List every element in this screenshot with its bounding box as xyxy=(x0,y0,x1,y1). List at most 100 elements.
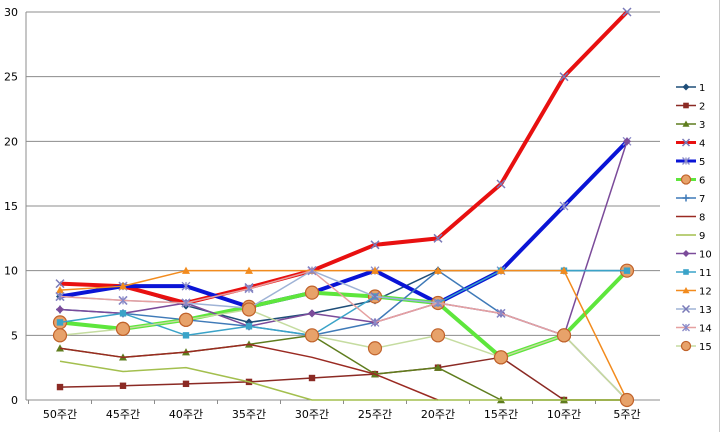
series-line-14 xyxy=(59,269,628,401)
legend-item-3: 3 xyxy=(676,120,705,131)
data-point-3 xyxy=(56,344,64,352)
legend-label: 9 xyxy=(699,231,705,242)
data-point-12 xyxy=(119,282,127,290)
legend-item-1: 1 xyxy=(676,83,705,94)
x-tick-label: 50주간 xyxy=(43,408,77,421)
data-point-14 xyxy=(307,266,317,276)
legend-label: 5 xyxy=(699,157,705,168)
x-tick-label: 40주간 xyxy=(169,408,203,421)
series-lines xyxy=(52,7,635,408)
legend-label: 10 xyxy=(699,250,712,261)
data-point-10 xyxy=(308,309,316,318)
legend-item-12: 12 xyxy=(676,287,712,298)
x-tick-label: 45주간 xyxy=(106,408,140,421)
x-tick-label: 20주간 xyxy=(421,408,455,421)
series-8 xyxy=(59,343,439,401)
data-point-2 xyxy=(308,374,316,382)
data-point-11 xyxy=(623,267,631,274)
legend-item-13: 13 xyxy=(676,304,712,316)
x-tick-label: 15주간 xyxy=(484,408,518,421)
legend-marker xyxy=(683,269,689,275)
data-point-11 xyxy=(119,310,127,317)
y-tick-label: 0 xyxy=(11,394,18,407)
legend-marker xyxy=(682,83,690,91)
data-point-11 xyxy=(182,332,190,339)
data-point-4 xyxy=(496,179,506,189)
series-line-4 xyxy=(59,10,629,305)
data-point-2 xyxy=(182,380,190,388)
legend-marker xyxy=(683,102,689,109)
y-tick-label: 30 xyxy=(4,6,18,19)
legend-marker xyxy=(682,287,690,294)
data-point-15 xyxy=(619,392,635,408)
x-tick-label: 5주간 xyxy=(613,408,640,421)
data-point-15 xyxy=(493,350,509,365)
x-tick-label: 30주간 xyxy=(295,408,329,421)
y-tick-label: 5 xyxy=(11,329,18,342)
data-point-6 xyxy=(304,285,320,300)
data-point-15 xyxy=(556,328,572,343)
series-line-9 xyxy=(59,360,627,401)
legend-marker xyxy=(681,304,691,314)
series-9 xyxy=(59,360,627,401)
y-tick-label: 25 xyxy=(4,71,18,84)
legend-item-11: 11 xyxy=(676,268,712,279)
series-line-2 xyxy=(59,356,627,401)
data-point-4 xyxy=(55,279,65,289)
legend-label: 4 xyxy=(699,139,705,150)
y-tick-label: 20 xyxy=(4,135,18,148)
legend-item-9: 9 xyxy=(676,231,705,242)
legend-label: 15 xyxy=(699,342,712,353)
data-point-14 xyxy=(55,292,65,301)
legend-label: 12 xyxy=(699,287,712,298)
series-5 xyxy=(55,136,632,312)
legend-marker xyxy=(680,340,692,352)
data-point-12 xyxy=(560,266,568,274)
series-line-12 xyxy=(59,269,628,401)
legend-label: 14 xyxy=(699,324,712,335)
data-point-3 xyxy=(434,363,442,371)
y-tick-label: 10 xyxy=(4,265,18,278)
legend-item-6: 6 xyxy=(676,174,705,187)
x-tick-label: 10주간 xyxy=(547,408,581,421)
data-point-12 xyxy=(497,266,505,274)
x-tick-label: 25주간 xyxy=(358,408,392,421)
data-point-11 xyxy=(56,319,64,326)
data-point-4 xyxy=(433,233,443,243)
data-point-15 xyxy=(178,312,194,327)
data-point-12 xyxy=(371,266,379,274)
data-point-11 xyxy=(245,323,253,330)
legend-label: 8 xyxy=(699,213,705,224)
x-tick-label: 35주간 xyxy=(232,408,266,421)
series-4 xyxy=(55,7,632,308)
data-point-14 xyxy=(181,298,191,308)
series-10 xyxy=(56,137,631,340)
legend-label: 1 xyxy=(699,83,705,94)
legend-label: 11 xyxy=(699,268,712,279)
data-point-2 xyxy=(119,382,127,389)
data-point-14 xyxy=(370,317,380,327)
legend-item-7: 7 xyxy=(676,194,705,205)
data-point-4 xyxy=(622,7,632,17)
data-point-10 xyxy=(56,305,64,314)
data-point-5 xyxy=(181,281,191,291)
legend-label: 6 xyxy=(699,176,705,187)
data-point-15 xyxy=(304,328,320,343)
legend-label: 3 xyxy=(699,120,705,131)
series-line-5 xyxy=(59,139,629,309)
data-point-5 xyxy=(559,201,569,211)
data-point-4 xyxy=(370,240,380,250)
data-point-13 xyxy=(370,292,380,302)
series-line-8 xyxy=(59,343,439,401)
data-point-12 xyxy=(182,266,190,274)
legend-marker xyxy=(682,323,690,332)
legend-label: 7 xyxy=(699,194,705,205)
legend-marker xyxy=(680,174,692,185)
data-point-15 xyxy=(367,341,383,356)
y-tick-label: 15 xyxy=(4,200,18,213)
data-point-12 xyxy=(245,266,253,274)
legend-item-14: 14 xyxy=(676,324,712,335)
